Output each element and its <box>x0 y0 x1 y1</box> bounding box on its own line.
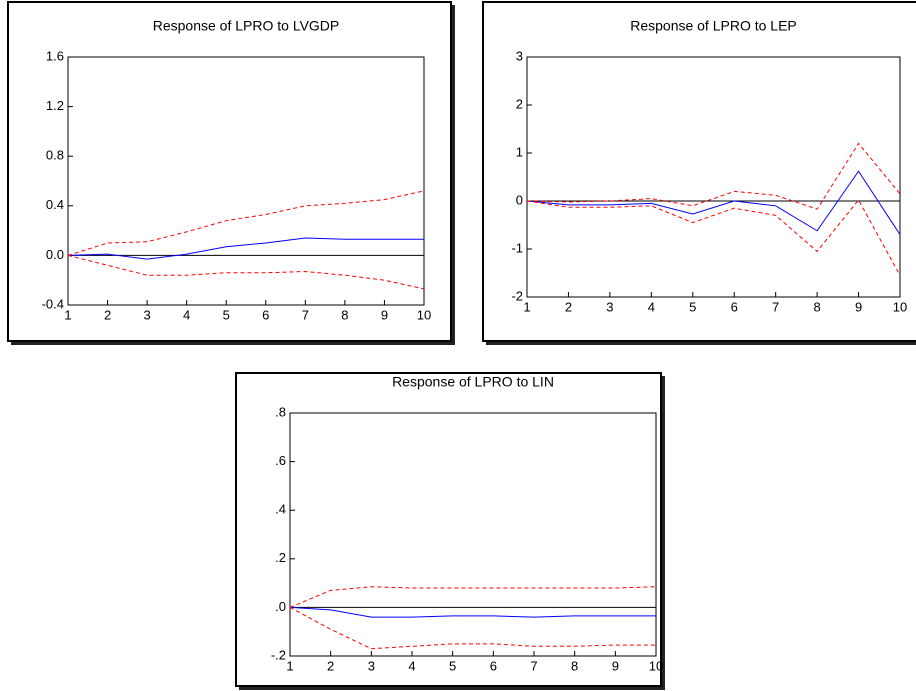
series-line <box>67 237 424 260</box>
panel <box>482 1 916 342</box>
y-tick-label: .4 <box>275 502 286 517</box>
y-tick-label: -0.4 <box>42 296 64 311</box>
x-tick-label: 7 <box>772 299 779 314</box>
x-tick-label: 6 <box>262 307 269 322</box>
plot-area <box>289 412 657 657</box>
x-tick-label: 2 <box>327 658 334 673</box>
y-tick-label: .2 <box>275 550 286 565</box>
x-tick-label: 3 <box>368 658 375 673</box>
x-tick-label: 5 <box>689 299 696 314</box>
x-tick-label: 6 <box>490 658 497 673</box>
y-tick-label: 2 <box>516 96 523 111</box>
chart-title: Response of LPRO to LEP <box>630 18 797 34</box>
series-line <box>289 606 656 650</box>
x-tick-label: 7 <box>530 658 537 673</box>
y-tick-label: 0.8 <box>46 148 64 163</box>
y-tick-label: 0.0 <box>46 247 64 262</box>
y-tick-label: .0 <box>275 599 286 614</box>
x-tick-label: 1 <box>523 299 530 314</box>
panel <box>235 372 662 687</box>
y-tick-label: -2 <box>511 288 523 303</box>
x-tick-label: 8 <box>813 299 820 314</box>
plot-area <box>67 56 425 306</box>
y-tick-label: -.2 <box>271 647 286 662</box>
x-tick-label: 8 <box>571 658 578 673</box>
chart-title: Response of LPRO to LIN <box>392 374 554 390</box>
x-tick-label: 9 <box>381 307 388 322</box>
y-tick-label: -1 <box>511 240 523 255</box>
series-line <box>289 606 656 618</box>
series-line <box>289 586 657 608</box>
y-tick-label: 0 <box>516 192 523 207</box>
y-tick-label: 1.6 <box>46 48 64 63</box>
y-tick-label: 0.4 <box>46 197 64 212</box>
y-tick-label: .8 <box>275 404 286 419</box>
x-tick-label: 5 <box>223 307 230 322</box>
x-tick-label: 3 <box>606 299 613 314</box>
x-tick-label: 4 <box>183 307 190 322</box>
x-tick-label: 4 <box>648 299 655 314</box>
x-tick-label: 2 <box>104 307 111 322</box>
x-tick-label: 1 <box>286 658 293 673</box>
chart-title: Response of LPRO to LVGDP <box>153 18 340 34</box>
x-tick-label: 6 <box>731 299 738 314</box>
y-tick-label: 1 <box>516 144 523 159</box>
series-line <box>526 199 901 276</box>
plot-area <box>526 56 901 298</box>
x-tick-label: 7 <box>302 307 309 322</box>
x-tick-label: 9 <box>855 299 862 314</box>
x-tick-label: 2 <box>565 299 572 314</box>
x-tick-label: 3 <box>143 307 150 322</box>
y-tick-label: 3 <box>516 48 523 63</box>
series-line <box>526 170 901 235</box>
y-tick-label: 1.2 <box>46 98 64 113</box>
x-tick-label: 4 <box>408 658 415 673</box>
x-tick-label: 10 <box>649 658 663 673</box>
x-tick-label: 5 <box>449 658 456 673</box>
x-tick-label: 8 <box>341 307 348 322</box>
y-tick-label: .6 <box>275 453 286 468</box>
x-tick-label: 10 <box>417 307 431 322</box>
x-tick-label: 1 <box>64 307 71 322</box>
x-tick-label: 9 <box>612 658 619 673</box>
panel <box>7 1 452 342</box>
x-tick-label: 10 <box>893 299 907 314</box>
series-line <box>67 190 425 256</box>
